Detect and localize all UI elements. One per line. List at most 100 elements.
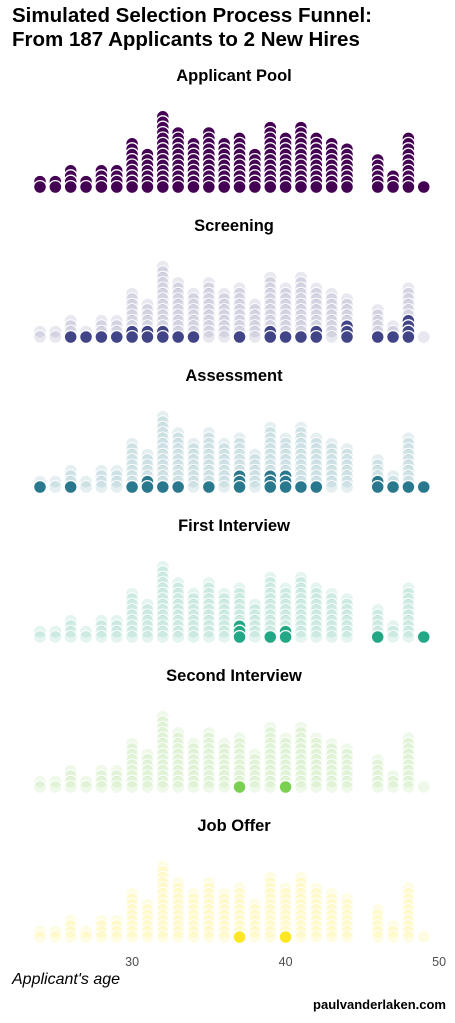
rejected-applicant-dot xyxy=(186,780,201,794)
rejected-applicant-dot xyxy=(370,753,385,767)
rejected-applicant-dot xyxy=(125,286,140,301)
rejected-applicant-dot xyxy=(309,592,324,607)
rejected-applicant-dot xyxy=(140,919,155,934)
rejected-applicant-dot xyxy=(171,774,186,789)
rejected-applicant-dot xyxy=(155,415,170,430)
rejected-applicant-dot xyxy=(33,630,47,644)
rejected-applicant-dot xyxy=(278,908,293,923)
rejected-applicant-dot xyxy=(248,603,262,617)
rejected-applicant-dot xyxy=(140,297,155,312)
rejected-applicant-dot xyxy=(33,774,47,789)
rejected-applicant-dot xyxy=(201,458,216,473)
panel-title: Applicant Pool xyxy=(176,67,292,85)
panel-applicant-pool: Applicant Pool xyxy=(32,67,431,195)
rejected-applicant-dot xyxy=(232,297,247,312)
rejected-applicant-dot xyxy=(171,892,186,907)
rejected-applicant-dot xyxy=(79,780,93,794)
caption: paulvanderlaken.com xyxy=(313,997,446,1012)
rejected-applicant-dot xyxy=(263,892,278,907)
selected-applicant-dot xyxy=(171,329,186,345)
rejected-applicant-dot xyxy=(386,924,400,939)
rejected-applicant-dot xyxy=(294,886,308,901)
rejected-applicant-dot xyxy=(94,924,109,939)
rejected-applicant-dot xyxy=(125,892,140,907)
rejected-applicant-dot xyxy=(171,586,186,601)
rejected-applicant-dot xyxy=(401,458,416,473)
rejected-applicant-dot xyxy=(217,303,232,317)
rejected-applicant-dot xyxy=(186,586,201,601)
rejected-applicant-dot xyxy=(278,886,293,901)
selected-applicant-dot xyxy=(109,179,124,195)
rejected-applicant-dot xyxy=(294,892,308,907)
rejected-applicant-dot xyxy=(140,780,155,794)
rejected-applicant-dot xyxy=(155,259,170,274)
rejected-applicant-dot xyxy=(63,919,78,934)
selected-applicant-dot xyxy=(401,479,416,495)
rejected-applicant-dot xyxy=(155,747,170,762)
rejected-applicant-dot xyxy=(278,592,293,607)
rejected-applicant-dot xyxy=(171,619,186,634)
rejected-applicant-dot xyxy=(401,436,416,451)
rejected-applicant-dot xyxy=(232,736,247,751)
rejected-applicant-dot xyxy=(109,913,124,928)
selected-applicant-dot xyxy=(48,179,63,195)
rejected-applicant-dot xyxy=(324,469,339,484)
rejected-applicant-dot xyxy=(324,924,339,939)
rejected-applicant-dot xyxy=(186,313,201,328)
rejected-applicant-dot xyxy=(324,619,339,634)
rejected-applicant-dot xyxy=(217,330,232,344)
rejected-applicant-dot xyxy=(248,319,262,334)
rejected-applicant-dot xyxy=(324,330,339,344)
rejected-applicant-dot xyxy=(340,458,354,473)
rejected-applicant-dot xyxy=(186,463,201,478)
rejected-applicant-dot xyxy=(79,930,93,944)
rejected-applicant-dot xyxy=(294,908,308,923)
rejected-applicant-dot xyxy=(294,281,308,296)
rejected-applicant-dot xyxy=(201,281,216,296)
rejected-applicant-dot xyxy=(201,908,216,923)
rejected-applicant-dot xyxy=(309,747,324,762)
rejected-applicant-dot xyxy=(324,463,339,478)
rejected-applicant-dot xyxy=(309,436,324,451)
rejected-applicant-dot xyxy=(171,763,186,778)
rejected-applicant-dot xyxy=(294,930,308,944)
rejected-applicant-dot xyxy=(201,330,216,344)
rejected-applicant-dot xyxy=(33,330,47,344)
rejected-applicant-dot xyxy=(125,897,140,912)
chart-title-line-1: Simulated Selection Process Funnel: xyxy=(12,4,372,27)
rejected-applicant-dot xyxy=(201,742,216,757)
x-axis-label: Applicant's age xyxy=(12,971,121,988)
rejected-applicant-dot xyxy=(309,886,324,901)
rejected-applicant-dot xyxy=(263,281,278,296)
selected-applicant-dot xyxy=(155,479,170,495)
rejected-applicant-dot xyxy=(401,619,416,634)
rejected-applicant-dot xyxy=(263,453,278,467)
rejected-applicant-dot xyxy=(155,881,170,896)
rejected-applicant-dot xyxy=(155,930,170,944)
rejected-applicant-dot xyxy=(186,742,201,757)
rejected-applicant-dot xyxy=(155,308,170,323)
rejected-applicant-dot xyxy=(340,774,354,789)
rejected-applicant-dot xyxy=(171,426,186,440)
rejected-applicant-dot xyxy=(125,597,140,612)
rejected-applicant-dot xyxy=(125,742,140,757)
rejected-applicant-dot xyxy=(248,458,262,473)
selected-applicant-dot xyxy=(63,179,78,195)
rejected-applicant-dot xyxy=(401,886,416,901)
rejected-applicant-dot xyxy=(263,763,278,778)
rejected-applicant-dot xyxy=(171,276,186,290)
selected-applicant-dot xyxy=(94,179,109,195)
selected-applicant-dot xyxy=(370,179,385,195)
rejected-applicant-dot xyxy=(263,426,278,440)
rejected-applicant-dot xyxy=(248,453,262,467)
rejected-applicant-dot xyxy=(171,780,186,794)
rejected-applicant-dot xyxy=(155,886,170,901)
rejected-applicant-dot xyxy=(309,769,324,784)
rejected-applicant-dot xyxy=(201,292,216,307)
selected-applicant-dot xyxy=(201,179,216,195)
rejected-applicant-dot xyxy=(232,442,247,457)
rejected-applicant-dot xyxy=(109,313,124,328)
rejected-applicant-dot xyxy=(294,270,308,285)
rejected-applicant-dot xyxy=(201,769,216,784)
rejected-applicant-dot xyxy=(294,613,308,628)
